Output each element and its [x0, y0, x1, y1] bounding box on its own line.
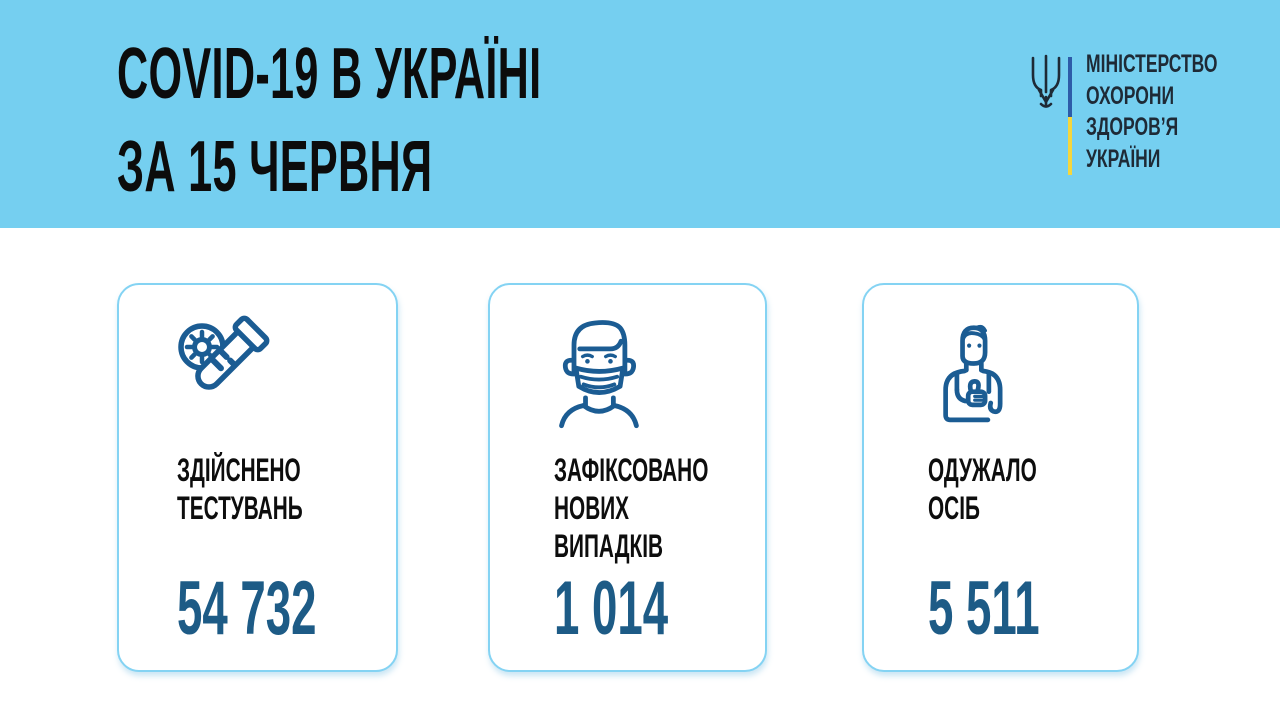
- stat-value-recovered: 5 511: [928, 566, 1040, 651]
- ministry-name-line4: УКРАЇНИ: [1086, 144, 1161, 173]
- stat-label-line1: ОДУЖАЛО: [928, 452, 1037, 488]
- stat-card-tests: ЗДІЙСНЕНО ТЕСТУВАНЬ 54 732: [117, 283, 398, 672]
- masked-person-icon: [559, 320, 639, 429]
- flag-blue-segment: [1068, 57, 1072, 117]
- stat-label-line2: ОСІБ: [928, 490, 980, 526]
- stat-label-line1: ЗДІЙСНЕНО: [177, 452, 301, 488]
- flag-yellow-segment: [1068, 117, 1072, 175]
- stat-label-line3: ВИПАДКІВ: [554, 528, 664, 564]
- stat-label: ЗДІЙСНЕНО ТЕСТУВАНЬ: [177, 451, 303, 527]
- page-title-line2: ЗА 15 ЧЕРВНЯ: [117, 127, 433, 207]
- header-banner: COVID-19 В УКРАЇНІ ЗА 15 ЧЕРВНЯ МІНІСТ: [0, 0, 1280, 228]
- stat-card-recovered: ОДУЖАЛО ОСІБ 5 511: [862, 283, 1139, 672]
- page-title: COVID-19 В УКРАЇНІ ЗА 15 ЧЕРВНЯ: [117, 28, 541, 214]
- ministry-name: МІНІСТЕРСТВО ОХОРОНИ ЗДОРОВ’Я УКРАЇНИ: [1086, 49, 1217, 175]
- stat-value-tests: 54 732: [177, 566, 317, 651]
- ukraine-trident-icon: [1031, 54, 1061, 108]
- ministry-name-line3: ЗДОРОВ’Я: [1086, 113, 1179, 141]
- ministry-name-line2: ОХОРОНИ: [1086, 81, 1175, 110]
- stat-label-line1: ЗАФІКСОВАНО: [554, 452, 709, 488]
- stat-value-new-cases: 1 014: [554, 566, 669, 651]
- stat-card-new-cases: ЗАФІКСОВАНО НОВИХ ВИПАДКІВ 1 014: [488, 283, 767, 672]
- stat-label: ОДУЖАЛО ОСІБ: [928, 451, 1037, 527]
- page-title-line1: COVID-19 В УКРАЇНІ: [117, 34, 542, 114]
- test-tube-virus-icon: [178, 315, 270, 390]
- ministry-logo: МІНІСТЕРСТВО ОХОРОНИ ЗДОРОВ’Я УКРАЇНИ: [1024, 48, 1254, 188]
- stat-label-line2: НОВИХ: [554, 490, 630, 526]
- stat-label-line2: ТЕСТУВАНЬ: [177, 490, 303, 526]
- recovered-person-icon: [943, 324, 1003, 423]
- stat-label: ЗАФІКСОВАНО НОВИХ ВИПАДКІВ: [554, 451, 708, 565]
- ministry-name-line1: МІНІСТЕРСТВО: [1086, 50, 1218, 78]
- flag-divider-bar: [1068, 57, 1072, 175]
